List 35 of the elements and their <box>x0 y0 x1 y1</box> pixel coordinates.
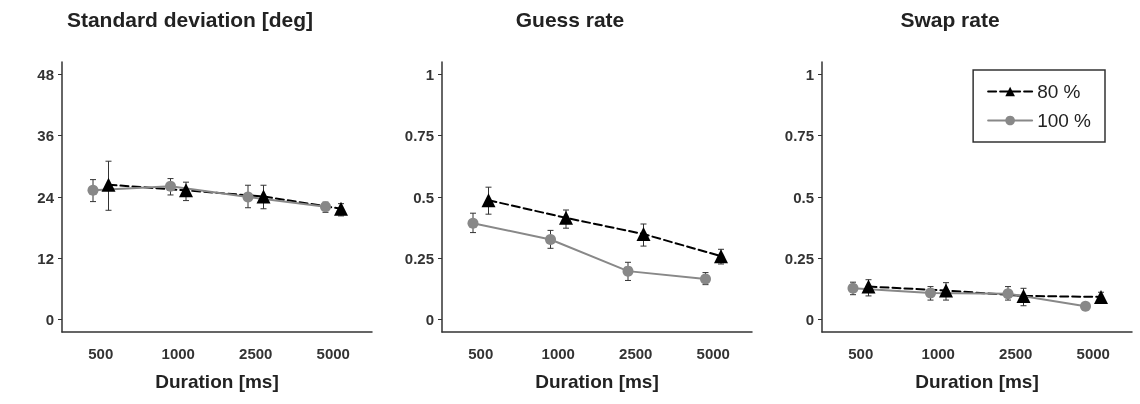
x-tick-label: 500 <box>848 345 874 362</box>
x-tick-label: 2500 <box>239 345 273 362</box>
y-tick-label: 0 <box>805 311 814 329</box>
y-tick-label: 0.75 <box>404 127 434 145</box>
chart-title: Standard deviation [deg] <box>66 8 314 31</box>
y-tick-label: 0.5 <box>793 188 814 206</box>
y-tick-label: 12 <box>37 249 54 267</box>
y-tick-label: 0.25 <box>404 249 434 267</box>
y-tick-label: 0 <box>45 311 54 329</box>
x-tick-label: 5000 <box>316 345 350 362</box>
x-tick-label: 500 <box>468 345 494 362</box>
x-axis-title: Duration [ms] <box>155 371 279 392</box>
x-tick-label: 1000 <box>161 345 195 362</box>
y-tick-label: 48 <box>37 65 54 83</box>
y-tick-label: 1 <box>805 65 814 83</box>
x-tick-label: 2500 <box>619 345 653 362</box>
x-tick-label: 5000 <box>1076 345 1110 362</box>
y-tick-label: 0.5 <box>413 188 434 206</box>
x-axis-title: Duration [ms] <box>535 371 659 392</box>
legend-label: 80 % <box>1037 81 1081 102</box>
y-tick-label: 0.75 <box>784 127 814 145</box>
x-tick-label: 500 <box>88 345 114 362</box>
y-tick-label: 0.25 <box>784 249 814 267</box>
y-tick-label: 0 <box>425 311 434 329</box>
x-tick-label: 5000 <box>696 345 730 362</box>
chart-title: Swap rate <box>900 8 1000 31</box>
y-tick-label: 36 <box>37 127 54 145</box>
y-tick-label: 24 <box>37 188 55 206</box>
y-tick-label: 1 <box>425 65 434 83</box>
legend-label: 100 % <box>1037 110 1092 131</box>
chart-title: Guess rate <box>515 8 625 31</box>
x-tick-label: 1000 <box>921 345 955 362</box>
x-tick-label: 1000 <box>541 345 575 362</box>
x-axis-title: Duration [ms] <box>915 371 1039 392</box>
x-tick-label: 2500 <box>999 345 1033 362</box>
